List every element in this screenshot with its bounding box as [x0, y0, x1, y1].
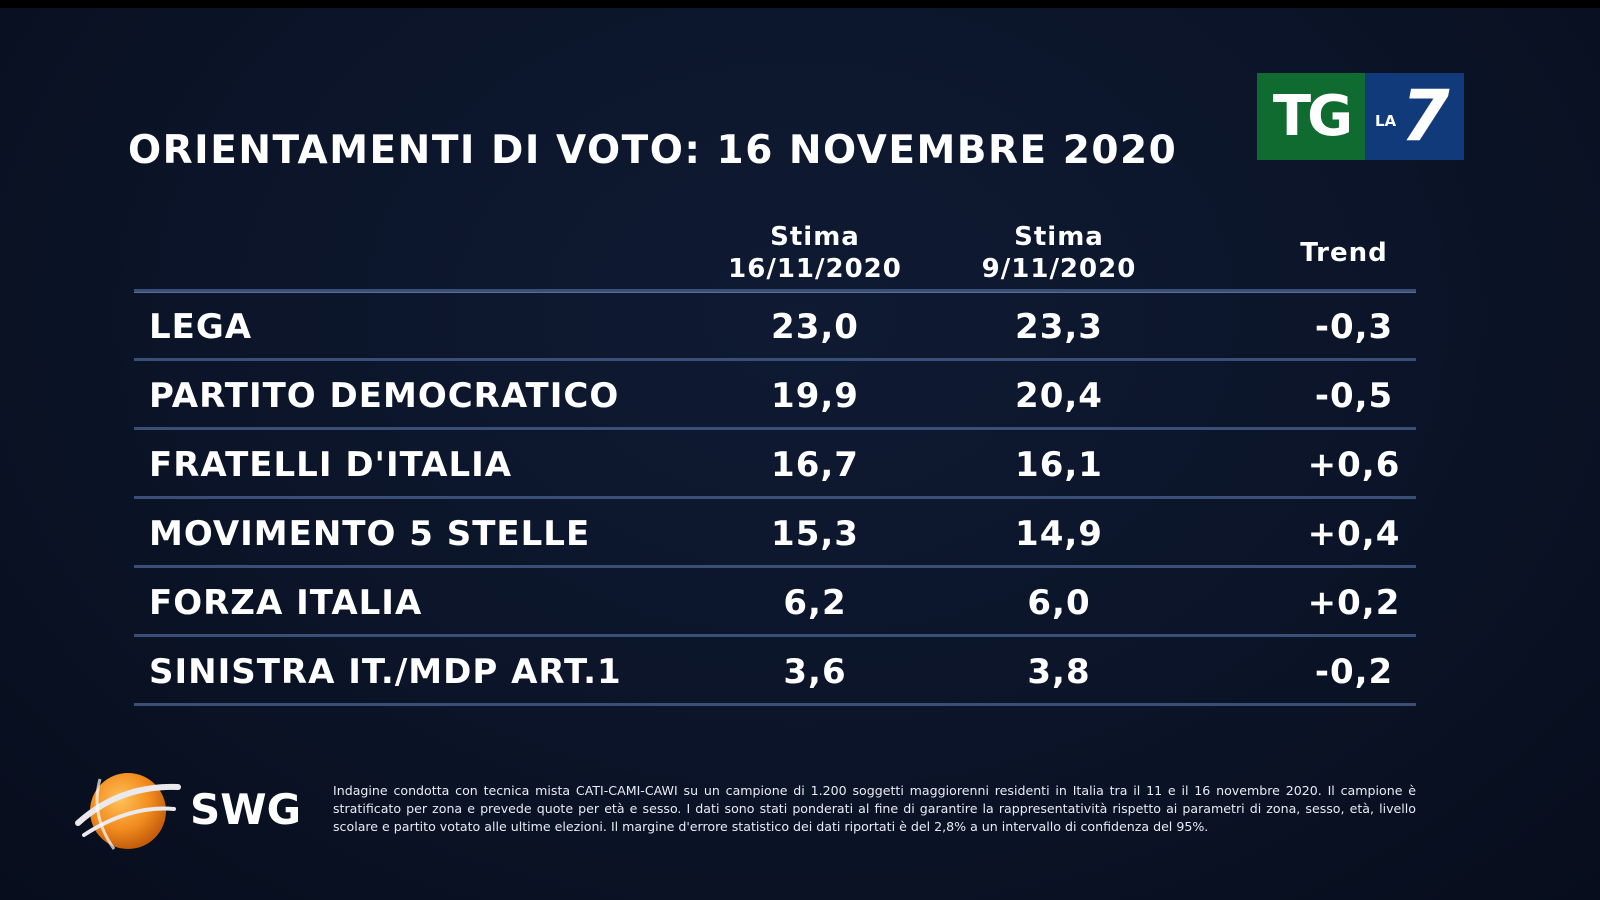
estimate-current: 15,3	[771, 514, 859, 554]
header-estimate-current-label: Stima	[770, 222, 860, 252]
estimate-current: 16,7	[771, 445, 859, 485]
trend-value: +0,4	[1307, 514, 1401, 554]
party-name: FORZA ITALIA	[149, 583, 423, 623]
globe-icon	[75, 773, 181, 850]
header-estimate-previous: Stima 9/11/2020	[939, 221, 1179, 285]
table-row: MOVIMENTO 5 STELLE 15,3 14,9 +0,4	[134, 499, 1416, 568]
methodology-footnote: Indagine condotta con tecnica mista CATI…	[333, 783, 1416, 834]
tg-la7-logo: TG LA 7	[1257, 73, 1464, 160]
la7-logo-la: LA	[1375, 112, 1397, 130]
table-row: PARTITO DEMOCRATICO 19,9 20,4 -0,5	[134, 361, 1416, 430]
header-divider	[134, 289, 1416, 292]
swg-logo: SWG	[70, 765, 310, 855]
estimate-previous: 6,0	[1027, 583, 1091, 623]
party-name: PARTITO DEMOCRATICO	[149, 376, 620, 416]
table-header: Stima 16/11/2020 Stima 9/11/2020 Trend	[134, 215, 1416, 289]
estimate-previous: 3,8	[1027, 652, 1091, 692]
trend-value: -0,5	[1314, 376, 1394, 416]
party-name: MOVIMENTO 5 STELLE	[149, 514, 591, 554]
trend-value: -0,3	[1314, 307, 1394, 347]
table-row: FORZA ITALIA 6,2 6,0 +0,2	[134, 568, 1416, 637]
trend-value: +0,2	[1307, 583, 1401, 623]
table-row: FRATELLI D'ITALIA 16,7 16,1 +0,6	[134, 430, 1416, 499]
party-name: FRATELLI D'ITALIA	[149, 445, 513, 485]
header-estimate-current-date: 16/11/2020	[728, 254, 902, 284]
trend-value: +0,6	[1307, 445, 1401, 485]
estimate-previous: 23,3	[1015, 307, 1103, 347]
page-title: ORIENTAMENTI DI VOTO: 16 NOVEMBRE 2020	[128, 128, 1178, 173]
la7-logo-seven: 7	[1401, 75, 1450, 157]
estimate-previous: 16,1	[1015, 445, 1103, 485]
header-estimate-current: Stima 16/11/2020	[695, 221, 935, 285]
table-row: LEGA 23,0 23,3 -0,3	[134, 292, 1416, 361]
estimate-current: 19,9	[771, 376, 859, 416]
party-name: LEGA	[149, 307, 253, 347]
la7-logo-block: LA 7	[1365, 73, 1464, 160]
estimate-current: 6,2	[783, 583, 847, 623]
party-name: SINISTRA IT./MDP ART.1	[149, 652, 622, 692]
estimate-previous: 20,4	[1015, 376, 1103, 416]
header-estimate-previous-label: Stima	[1014, 222, 1104, 252]
top-black-strip	[0, 0, 1600, 8]
estimate-previous: 14,9	[1015, 514, 1103, 554]
poll-table: Stima 16/11/2020 Stima 9/11/2020 Trend L…	[134, 215, 1416, 706]
tg-logo-text: TG	[1257, 73, 1365, 160]
estimate-current: 23,0	[771, 307, 859, 347]
estimate-current: 3,6	[783, 652, 847, 692]
swg-wordmark: SWG	[190, 785, 302, 834]
table-row: SINISTRA IT./MDP ART.1 3,6 3,8 -0,2	[134, 637, 1416, 706]
trend-value: -0,2	[1314, 652, 1394, 692]
header-trend: Trend	[1300, 238, 1388, 268]
header-estimate-previous-date: 9/11/2020	[981, 254, 1137, 284]
